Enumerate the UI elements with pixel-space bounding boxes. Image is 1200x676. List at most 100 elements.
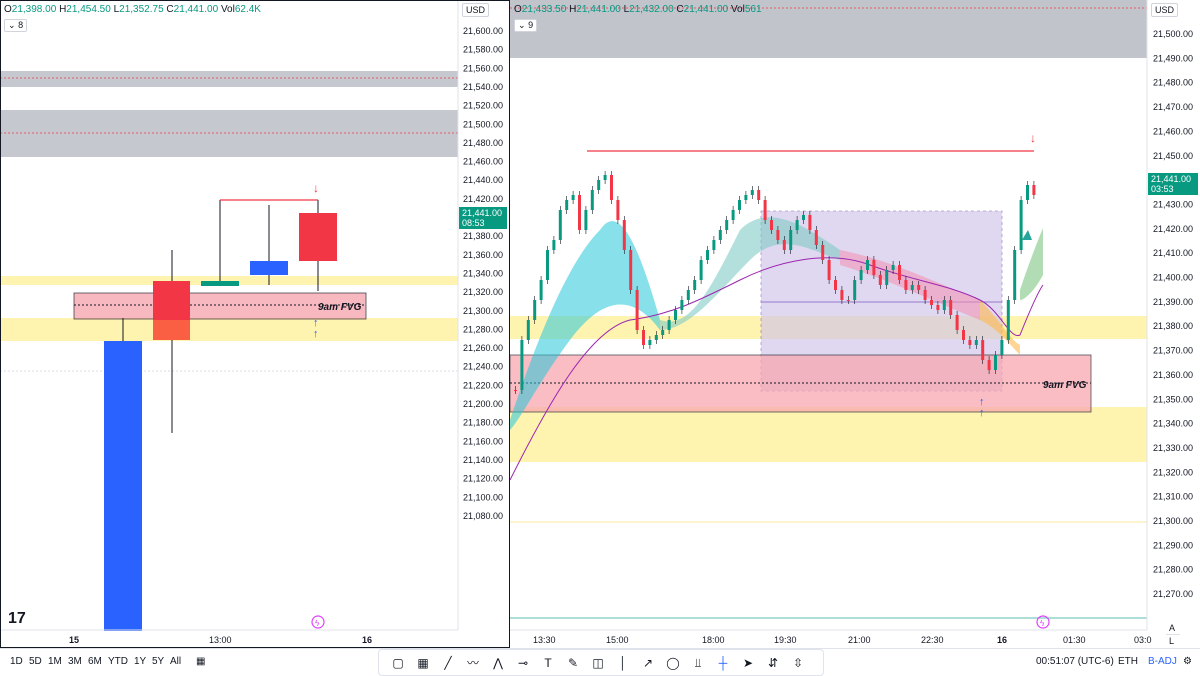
candle bbox=[674, 310, 677, 320]
y-tick: 21,490.00 bbox=[1153, 53, 1193, 63]
short-position-icon[interactable]: ⇳ bbox=[792, 656, 804, 670]
y-tick: 21,380.00 bbox=[1153, 321, 1193, 331]
y-tick: 21,430.00 bbox=[1153, 199, 1193, 209]
y-tick: 21,220.00 bbox=[463, 380, 503, 390]
candle bbox=[776, 230, 780, 240]
adjustment-toggle[interactable]: B-ADJ bbox=[1148, 656, 1177, 667]
wave-icon[interactable]: 〰 bbox=[466, 656, 479, 670]
countdown: 08:53 bbox=[462, 218, 485, 228]
text-icon[interactable]: T bbox=[544, 656, 552, 670]
candle bbox=[923, 290, 927, 300]
candle bbox=[1032, 185, 1036, 195]
candle bbox=[299, 213, 337, 261]
y-tick: 21,080.00 bbox=[463, 511, 503, 521]
chevron-down-icon: ⌄ bbox=[8, 20, 16, 30]
left-fvg-label: 9am FVG bbox=[318, 302, 362, 313]
y-tick: 21,300.00 bbox=[463, 306, 503, 316]
left-currency-button[interactable]: USD bbox=[462, 3, 490, 17]
rectangle-icon[interactable]: ▢ bbox=[392, 656, 404, 670]
x-tick: 21:00 bbox=[848, 635, 871, 645]
right-chart-pane[interactable]: 9am FVG ↓ ↑ ↑ 21,500.00 21,490.00 21,480.0… bbox=[510, 0, 1200, 648]
candle bbox=[872, 260, 876, 275]
long-position-icon[interactable]: ⇵ bbox=[767, 656, 779, 670]
candle bbox=[994, 355, 997, 370]
left-ohlc-legend: O21,398.00 H21,454.50 L21,352.75 C21,441… bbox=[4, 4, 261, 15]
candle bbox=[635, 290, 639, 330]
y-tick: 21,100.00 bbox=[463, 492, 503, 502]
right-interval-badge[interactable]: ⌄ 9 bbox=[514, 19, 538, 32]
vertical-line-icon[interactable]: │ bbox=[619, 656, 627, 670]
session-toggle[interactable]: ETH bbox=[1118, 656, 1138, 667]
x-tick: 22:30 bbox=[921, 635, 944, 645]
timeframe-5y[interactable]: 5Y bbox=[152, 656, 165, 667]
timeframe-3m[interactable]: 3M bbox=[68, 656, 82, 667]
auto-scale-button[interactable]: A bbox=[1169, 623, 1175, 633]
arrow-line-icon[interactable]: ↗ bbox=[642, 656, 654, 670]
candle bbox=[757, 190, 761, 200]
timeframe-5d[interactable]: 5D bbox=[29, 656, 42, 667]
brush-icon[interactable]: ✎ bbox=[567, 656, 579, 670]
timeframe-1m[interactable]: 1M bbox=[48, 656, 62, 667]
sell-arrow-icon: ↓ bbox=[313, 181, 319, 195]
price-range-icon[interactable]: ⫫ bbox=[694, 656, 702, 670]
candle bbox=[827, 260, 831, 280]
buy-arrow-icon: ↑ bbox=[979, 396, 985, 408]
buy-arrow-icon: ↑ bbox=[979, 407, 985, 419]
y-tick: 21,520.00 bbox=[463, 101, 503, 111]
y-tick: 21,500.00 bbox=[463, 119, 503, 129]
left-chart-pane[interactable]: 9am FVG ↓ ↑ ↑ 21,600.00 21,580.00 21,560.0… bbox=[0, 0, 510, 648]
candle bbox=[654, 335, 658, 340]
candle bbox=[955, 315, 959, 330]
timeframe-ytd[interactable]: YTD bbox=[108, 656, 128, 667]
y-tick: 21,540.00 bbox=[463, 82, 503, 92]
right-x-axis[interactable]: 13:30 15:00 18:00 19:30 21:00 22:30 16 01:30 03:… bbox=[533, 635, 1152, 645]
horizontal-ray-icon[interactable]: ⊸ bbox=[517, 656, 529, 670]
cursor-icon[interactable]: ➤ bbox=[742, 656, 754, 670]
grid-icon[interactable]: ▦ bbox=[417, 656, 429, 670]
candle bbox=[763, 200, 767, 220]
candle bbox=[821, 245, 825, 260]
x-tick: 13:00 bbox=[209, 635, 232, 645]
candle bbox=[514, 390, 517, 391]
trendline-icon[interactable]: ╱ bbox=[444, 656, 452, 670]
candle bbox=[987, 360, 991, 370]
log-scale-button[interactable]: L bbox=[1169, 636, 1174, 646]
timeframe-1y[interactable]: 1Y bbox=[134, 656, 147, 667]
left-interval-badge[interactable]: ⌄ 8 bbox=[4, 19, 28, 32]
y-tick: 21,400.00 bbox=[1153, 273, 1193, 283]
candle bbox=[680, 300, 684, 310]
clock[interactable]: 00:51:07 (UTC-6) bbox=[1036, 656, 1114, 667]
x-tick: 01:30 bbox=[1063, 635, 1086, 645]
y-tick: 21,270.00 bbox=[1153, 589, 1193, 599]
candle bbox=[802, 215, 805, 220]
y-tick: 21,310.00 bbox=[1153, 492, 1193, 502]
y-tick: 21,410.00 bbox=[1153, 248, 1193, 258]
timeframe-6m[interactable]: 6M bbox=[88, 656, 102, 667]
settings-icon[interactable]: ⚙ bbox=[1183, 656, 1192, 667]
candle bbox=[808, 215, 812, 230]
candle bbox=[750, 190, 754, 195]
candle bbox=[974, 340, 978, 345]
y-tick: 21,480.00 bbox=[1153, 78, 1193, 88]
zigzag-icon[interactable]: ⋀ bbox=[493, 656, 503, 670]
right-currency-button[interactable]: USD bbox=[1151, 3, 1179, 17]
candle bbox=[520, 340, 524, 390]
timeframe-all[interactable]: All bbox=[170, 656, 182, 667]
candle bbox=[846, 300, 850, 301]
crosshair-icon[interactable]: ┼ bbox=[718, 656, 728, 670]
candle bbox=[834, 280, 837, 290]
x-tick: 15:00 bbox=[606, 635, 629, 645]
callout-icon[interactable]: ◫ bbox=[592, 656, 604, 670]
timeframe-1d[interactable]: 1D bbox=[10, 656, 23, 667]
x-tick: 19:30 bbox=[774, 635, 797, 645]
lightning-icon[interactable] bbox=[311, 615, 325, 629]
lightning-icon[interactable] bbox=[1036, 615, 1050, 629]
candle bbox=[686, 290, 690, 300]
candle bbox=[917, 285, 921, 290]
left-y-axis[interactable]: 21,600.00 21,580.00 21,560.00 21,540.00 21,5… bbox=[463, 26, 503, 521]
y-tick: 21,260.00 bbox=[463, 343, 503, 353]
y-tick: 21,460.00 bbox=[463, 157, 503, 167]
circle-icon[interactable]: ◯ bbox=[666, 656, 680, 670]
candle bbox=[629, 250, 633, 290]
calendar-icon[interactable]: ▦ bbox=[196, 656, 206, 667]
